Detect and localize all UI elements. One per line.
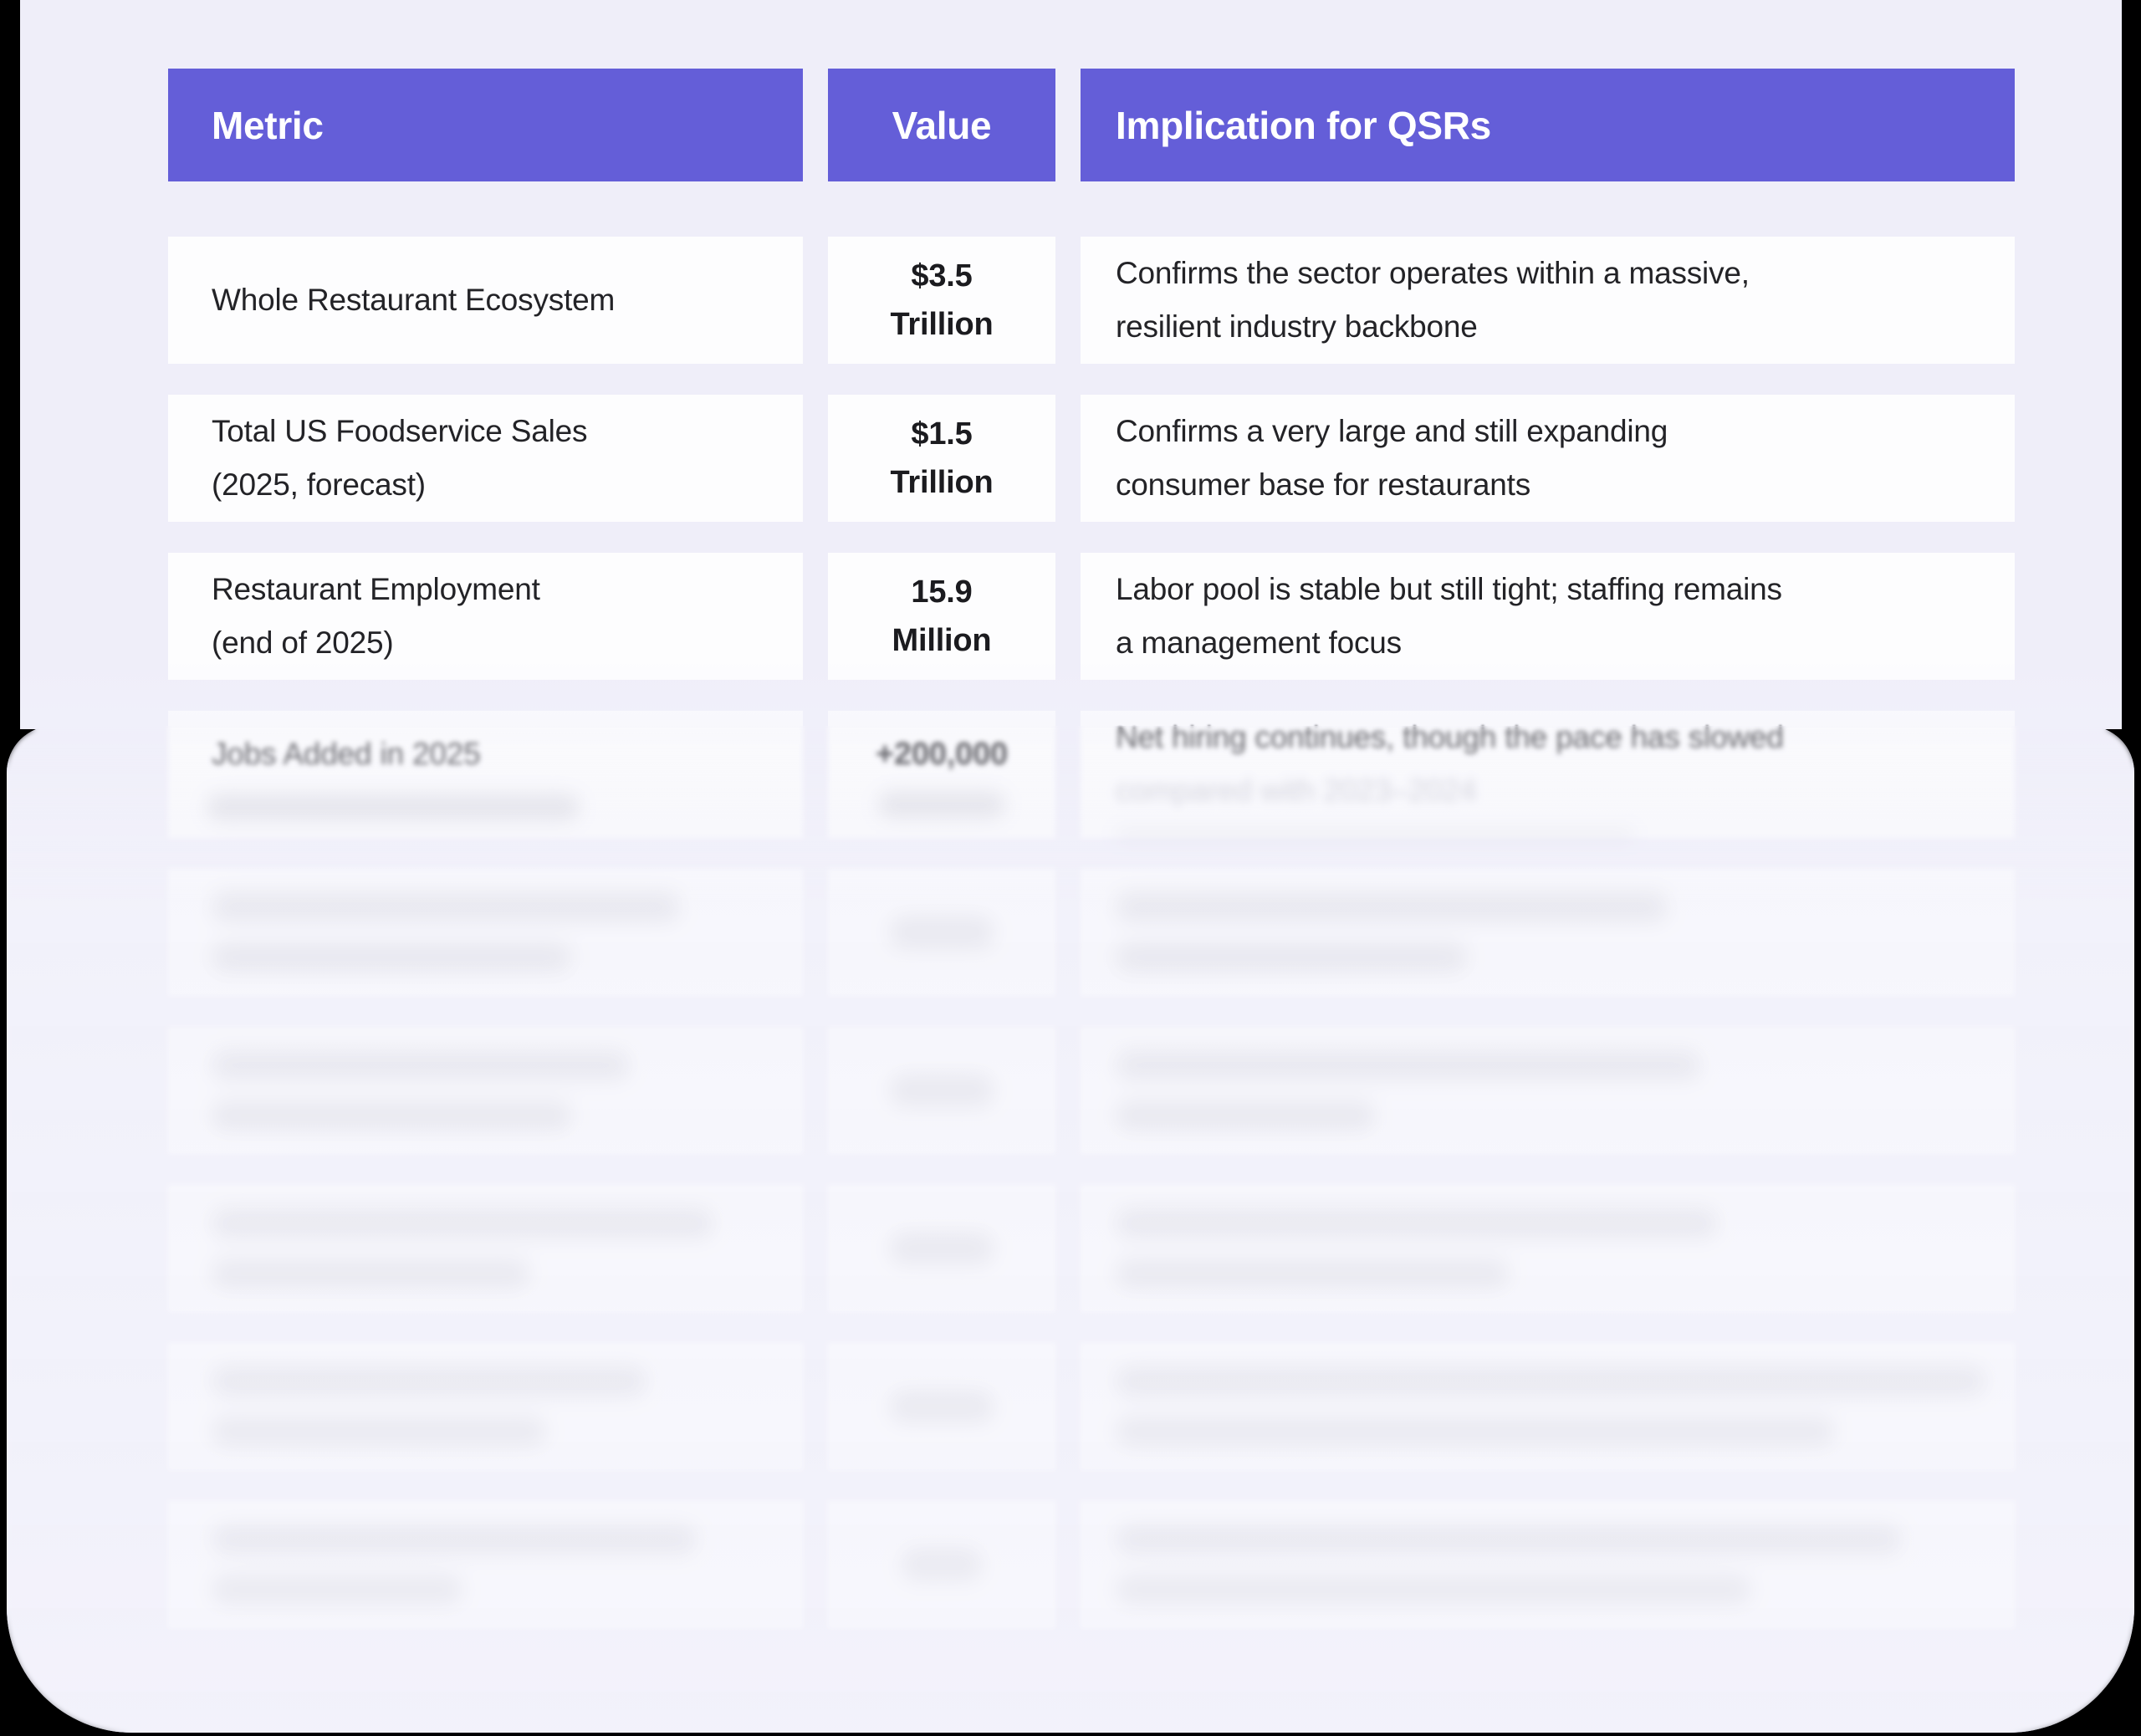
table-row-implication: Labor pool is stable but still tight; st… [1081,553,2015,680]
metric-text: (2025, forecast) [212,467,426,502]
table-row-value: $3.5 Trillion [828,237,1055,364]
table-row-metric: Whole Restaurant Ecosystem [168,237,803,364]
table-row-implication: Confirms a very large and still expandin… [1081,395,2015,522]
column-header-implication: Implication for QSRs [1081,69,2015,181]
implication-text: consumer base for restaurants [1116,467,1530,502]
table-row-metric: Restaurant Employment (end of 2025) [168,553,803,680]
column-header-value: Value [828,69,1055,181]
metric-text: Whole Restaurant Ecosystem [212,283,616,317]
implication-text: Confirms the sector operates within a ma… [1116,256,1750,290]
fade-gradient [20,661,2122,728]
value-text: 15.9 [911,574,973,610]
implication-text: Confirms a very large and still expandin… [1116,414,1668,448]
frosted-glass-overlay [7,726,2134,1733]
table-row-value: 15.9 Million [828,553,1055,680]
metric-text: Total US Foodservice Sales [212,414,588,448]
value-text: Trillion [890,465,994,500]
column-header-metric: Metric [168,69,803,181]
table-header: Metric Value Implication for QSRs [168,69,2015,181]
metric-text: Restaurant Employment [212,572,540,606]
implication-text: Labor pool is stable but still tight; st… [1116,572,1782,606]
value-text: Million [892,623,992,658]
table-row-value: $1.5 Trillion [828,395,1055,522]
metric-text: (end of 2025) [212,625,394,660]
implication-text: a management focus [1116,625,1402,660]
value-text: $1.5 [911,416,973,452]
table-row-metric: Total US Foodservice Sales (2025, foreca… [168,395,803,522]
value-text: Trillion [890,307,994,342]
implication-text: resilient industry backbone [1116,309,1478,344]
value-text: $3.5 [911,258,973,294]
table-row-implication: Confirms the sector operates within a ma… [1081,237,2015,364]
